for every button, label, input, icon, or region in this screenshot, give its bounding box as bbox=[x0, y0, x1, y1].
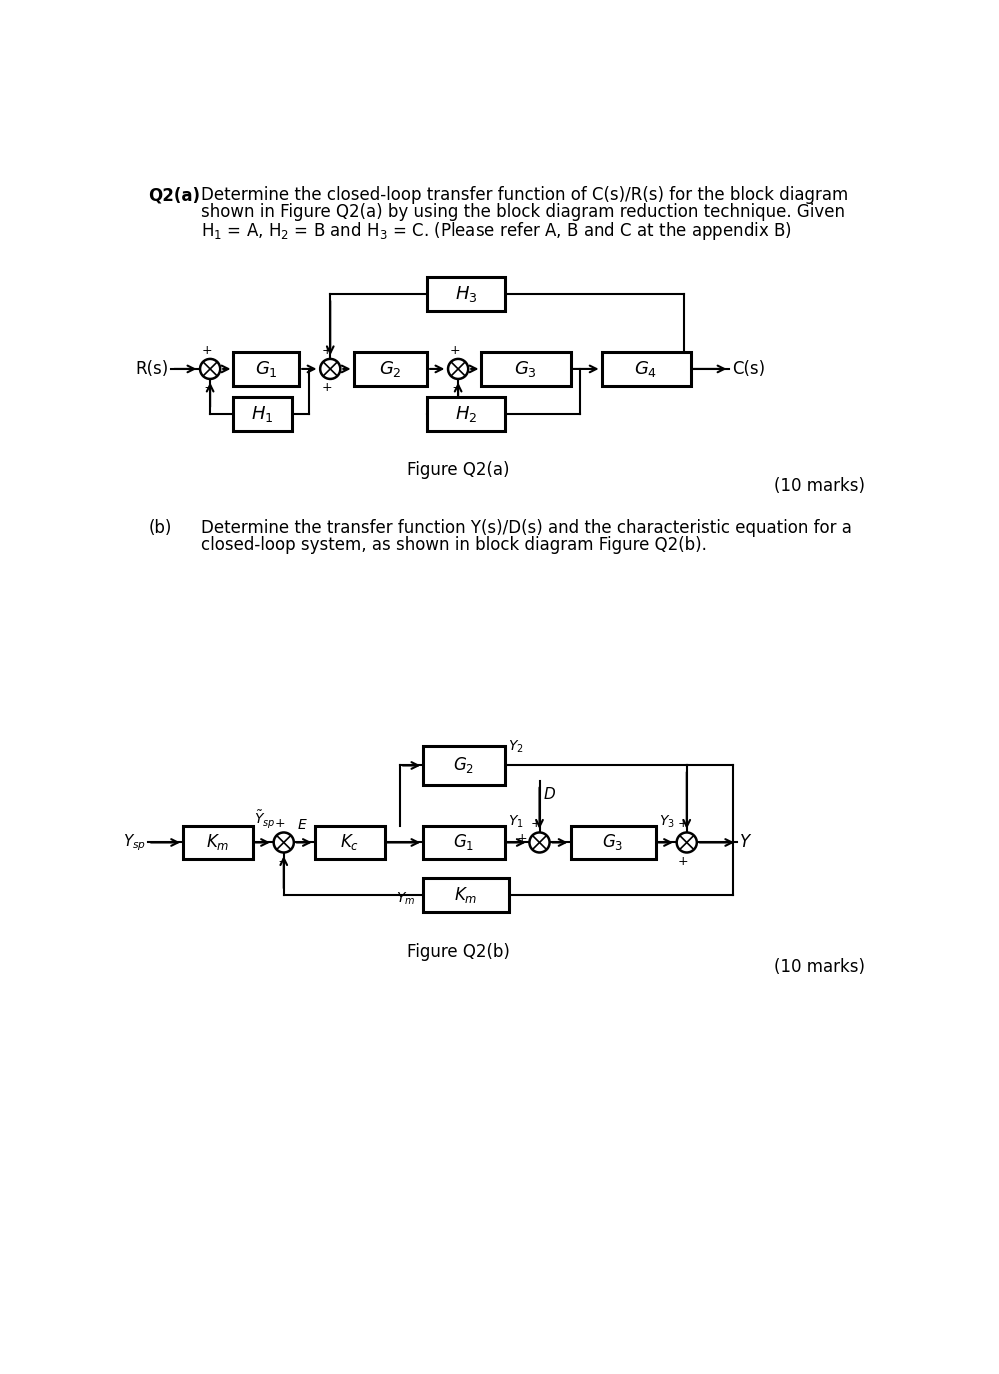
Bar bbox=[315, 826, 385, 859]
Text: $H_2$: $H_2$ bbox=[455, 404, 477, 423]
Bar bbox=[234, 397, 292, 430]
Circle shape bbox=[676, 833, 697, 852]
Text: -: - bbox=[278, 855, 283, 868]
Bar bbox=[234, 352, 300, 386]
Bar bbox=[354, 352, 428, 386]
Text: +: + bbox=[530, 818, 541, 830]
Text: $Y_1$: $Y_1$ bbox=[507, 813, 523, 830]
Text: Determine the transfer function Y(s)/D(s) and the characteristic equation for a: Determine the transfer function Y(s)/D(s… bbox=[201, 519, 852, 537]
Text: +: + bbox=[678, 855, 688, 868]
Bar bbox=[428, 278, 504, 311]
Bar bbox=[482, 352, 570, 386]
Text: +: + bbox=[450, 344, 460, 357]
Text: -: - bbox=[205, 381, 209, 394]
Text: (10 marks): (10 marks) bbox=[774, 958, 865, 976]
Text: Figure Q2(a): Figure Q2(a) bbox=[407, 462, 509, 480]
Text: -: - bbox=[453, 381, 457, 394]
Text: +: + bbox=[275, 818, 286, 830]
Text: $K_m$: $K_m$ bbox=[455, 885, 478, 905]
Text: $G_2$: $G_2$ bbox=[379, 359, 402, 379]
Text: R(s): R(s) bbox=[136, 360, 169, 378]
Text: Y: Y bbox=[740, 834, 750, 852]
Text: $Y_m$: $Y_m$ bbox=[397, 890, 416, 907]
Text: $H_1$: $H_1$ bbox=[251, 404, 274, 423]
Bar bbox=[601, 352, 690, 386]
Bar bbox=[570, 826, 655, 859]
Text: $K_c$: $K_c$ bbox=[340, 833, 360, 852]
Text: $G_1$: $G_1$ bbox=[454, 833, 475, 852]
Bar bbox=[424, 878, 508, 912]
Text: E: E bbox=[298, 818, 307, 831]
Text: $H_3$: $H_3$ bbox=[455, 284, 478, 304]
Text: +: + bbox=[201, 344, 212, 357]
Text: Q2(a): Q2(a) bbox=[148, 187, 200, 205]
Bar bbox=[428, 397, 504, 430]
Text: $G_4$: $G_4$ bbox=[634, 359, 657, 379]
Text: $G_1$: $G_1$ bbox=[255, 359, 278, 379]
Text: +: + bbox=[516, 833, 527, 845]
Text: +: + bbox=[678, 818, 688, 830]
Text: $Y_2$: $Y_2$ bbox=[508, 738, 524, 754]
Text: H$_1$ = A, H$_2$ = B and H$_3$ = C. (Please refer A, B and C at the appendix B): H$_1$ = A, H$_2$ = B and H$_3$ = C. (Ple… bbox=[201, 220, 792, 242]
Bar bbox=[183, 826, 253, 859]
Text: C(s): C(s) bbox=[732, 360, 765, 378]
Text: +: + bbox=[322, 344, 332, 357]
Circle shape bbox=[320, 359, 341, 379]
Circle shape bbox=[448, 359, 469, 379]
Text: (b): (b) bbox=[148, 519, 172, 537]
Text: (10 marks): (10 marks) bbox=[774, 477, 865, 495]
Bar bbox=[424, 746, 504, 785]
Bar bbox=[424, 826, 504, 859]
Circle shape bbox=[200, 359, 220, 379]
Text: $\tilde{Y}_{sp}$: $\tilde{Y}_{sp}$ bbox=[254, 808, 275, 830]
Circle shape bbox=[274, 833, 294, 852]
Text: $Y_3$: $Y_3$ bbox=[659, 813, 674, 830]
Text: $G_3$: $G_3$ bbox=[514, 359, 537, 379]
Text: $G_3$: $G_3$ bbox=[602, 833, 623, 852]
Text: Figure Q2(b): Figure Q2(b) bbox=[407, 943, 509, 960]
Text: D: D bbox=[543, 787, 555, 802]
Text: +: + bbox=[322, 381, 332, 394]
Text: $G_2$: $G_2$ bbox=[454, 756, 475, 775]
Circle shape bbox=[529, 833, 549, 852]
Text: Determine the closed-loop transfer function of C(s)/R(s) for the block diagram: Determine the closed-loop transfer funct… bbox=[201, 187, 848, 205]
Text: $K_m$: $K_m$ bbox=[206, 833, 230, 852]
Text: closed-loop system, as shown in block diagram Figure Q2(b).: closed-loop system, as shown in block di… bbox=[201, 536, 706, 554]
Text: shown in Figure Q2(a) by using the block diagram reduction technique. Given: shown in Figure Q2(a) by using the block… bbox=[201, 203, 845, 221]
Text: $Y_{sp}$: $Y_{sp}$ bbox=[123, 833, 146, 853]
